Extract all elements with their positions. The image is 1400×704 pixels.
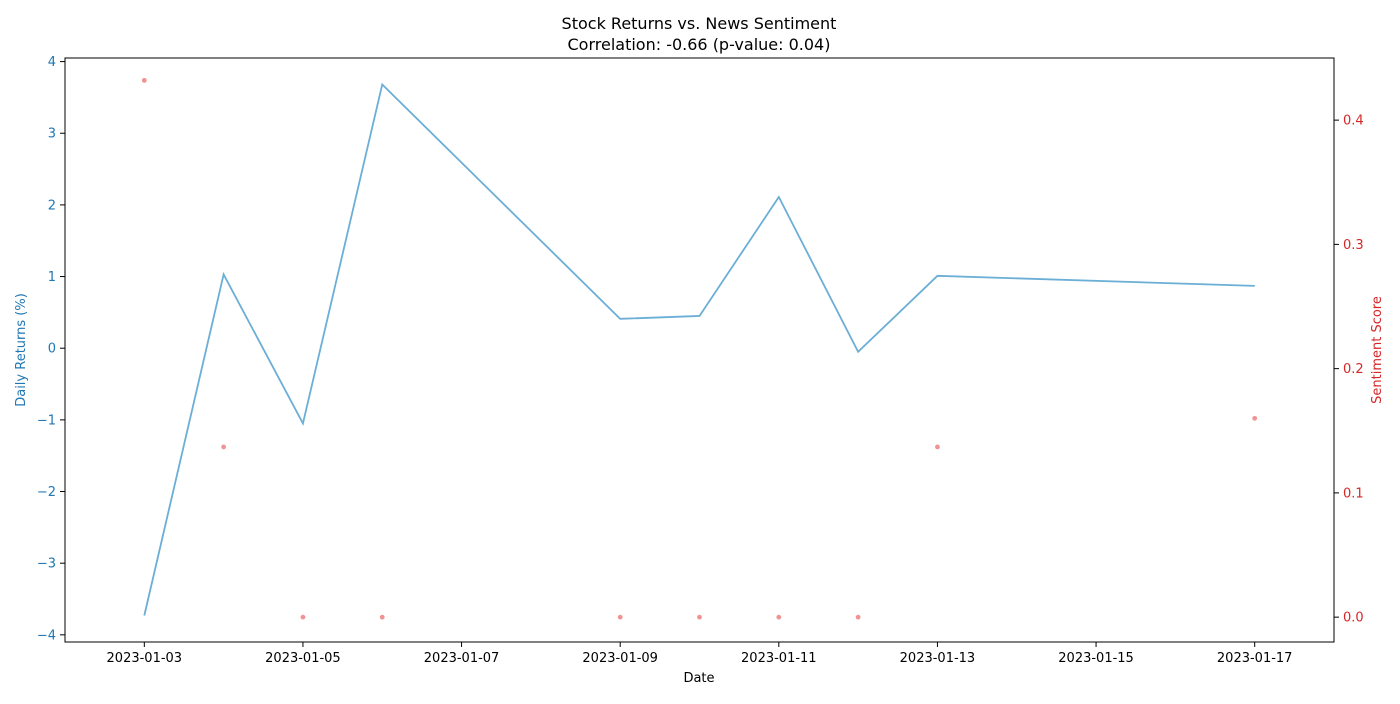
x-tick-label-2: 2023-01-07 (424, 651, 500, 666)
y-left-tick-label-6: 2 (48, 198, 56, 213)
y-right-tick-label-2: 0.2 (1343, 362, 1364, 377)
y-left-tick-label-7: 3 (48, 127, 56, 142)
sentiment-point-5 (697, 614, 702, 620)
x-tick-label-0: 2023-01-03 (107, 651, 183, 666)
chart-title: Stock Returns vs. News Sentiment (562, 14, 837, 33)
x-tick-label-7: 2023-01-17 (1217, 651, 1293, 666)
y-right-tick-label-4: 0.4 (1343, 114, 1364, 129)
x-tick-label-5: 2023-01-13 (900, 651, 976, 666)
sentiment-point-3 (379, 614, 385, 620)
y-right-tick-label-1: 0.1 (1343, 486, 1364, 501)
plot-frame (64, 57, 1335, 643)
y-left-tick-label-2: −2 (37, 485, 56, 500)
y-axis-right-label: Sentiment Score (1370, 296, 1385, 404)
x-tick-label-1: 2023-01-05 (265, 651, 341, 666)
sentiment-point-1 (221, 444, 227, 450)
returns-line (143, 82, 1255, 616)
sentiment-point-0 (141, 77, 147, 83)
sentiment-point-8 (935, 444, 940, 450)
sentiment-point-7 (855, 614, 861, 620)
y-left-tick-label-3: −1 (37, 413, 56, 428)
sentiment-point-4 (617, 614, 623, 620)
sentiment-point-2 (300, 614, 306, 620)
x-tick-label-6: 2023-01-15 (1058, 651, 1134, 666)
y-left-tick-label-5: 1 (48, 270, 56, 285)
y-left-tick-label-0: −4 (37, 628, 56, 643)
x-axis-label: Date (683, 671, 714, 686)
axes: 2023-01-03 2023-01-05 2023-01-07 2023-01-09… (37, 55, 1364, 666)
sentiment-point-6 (776, 614, 782, 620)
sentiment-point-9 (1252, 415, 1258, 421)
chart-subtitle: Correlation: -0.66 (p-value: 0.04) (568, 35, 831, 54)
y-right-tick-label-3: 0.3 (1343, 238, 1364, 253)
y-axis-left-label: Daily Returns (%) (14, 293, 29, 407)
y-left-tick-label-8: 4 (48, 55, 56, 70)
plot-area (141, 77, 1258, 620)
x-tick-label-4: 2023-01-11 (741, 651, 817, 666)
x-tick-label-3: 2023-01-09 (582, 651, 658, 666)
y-left-tick-label-4: 0 (48, 342, 56, 357)
y-left-tick-label-1: −3 (37, 557, 56, 572)
y-right-tick-label-0: 0.0 (1343, 611, 1364, 626)
